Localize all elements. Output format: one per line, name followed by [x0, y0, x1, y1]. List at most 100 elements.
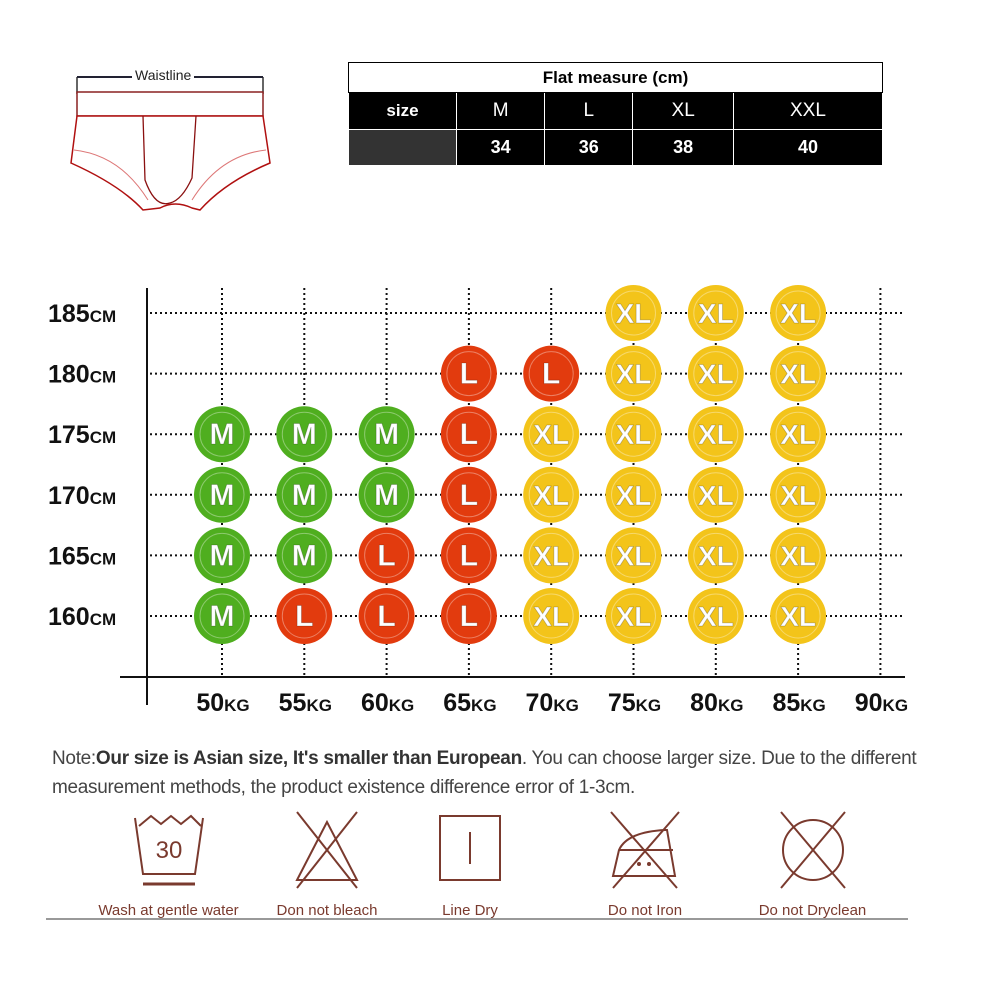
note-bold: Our size is Asian size, It's smaller tha…: [95, 748, 522, 769]
size-marker-m: [276, 466, 333, 523]
flat-measure-table: Flat measure (cm) size M L XL XXL 34 36 …: [348, 62, 884, 166]
size-marker-label: XL: [533, 480, 569, 511]
size-marker-label: XL: [533, 419, 569, 450]
size-marker-label: XL: [616, 540, 652, 571]
y-tick-label: 165CM: [48, 542, 116, 570]
measure-cell: 40: [732, 129, 884, 166]
size-marker-xl: [605, 345, 662, 402]
size-marker-label: XL: [698, 480, 734, 511]
size-marker-ring: [611, 411, 656, 457]
size-marker-label: M: [210, 600, 235, 633]
size-marker-l: [440, 406, 497, 463]
x-tick-label: 75KG: [608, 689, 661, 717]
size-marker-label: XL: [780, 359, 816, 390]
size-marker-ring: [611, 593, 656, 639]
size-marker-xl: [687, 406, 744, 463]
size-marker-ring: [775, 593, 821, 639]
briefs-diagram-icon: [70, 76, 271, 211]
size-marker-xl: [687, 285, 744, 341]
waistline-label: Waistline: [132, 67, 195, 83]
care-label: Wash at gentle water: [98, 902, 239, 919]
size-marker-m: [194, 406, 250, 463]
size-marker-ring: [611, 532, 656, 578]
size-marker-ring: [281, 411, 327, 457]
size-cell: M: [455, 92, 546, 130]
x-tick-label: 80KG: [690, 689, 743, 717]
size-marker-m: [194, 527, 250, 584]
size-marker-label: XL: [780, 540, 816, 571]
size-marker-ring: [446, 411, 492, 457]
size-marker-label: XL: [616, 298, 652, 329]
size-marker-ring: [281, 532, 327, 578]
size-marker-label: XL: [533, 540, 569, 571]
size-marker-ring: [528, 532, 574, 578]
care-label: Don not bleach: [276, 902, 378, 919]
no-dryclean-icon: [779, 811, 846, 889]
size-marker-label: M: [210, 418, 235, 451]
size-marker-label: XL: [780, 298, 816, 329]
size-marker-ring: [775, 290, 821, 336]
x-tick-label: 65KG: [443, 689, 496, 717]
size-marker-xl: [687, 588, 744, 644]
size-marker-label: L: [377, 600, 395, 633]
size-marker-xl: [770, 588, 827, 644]
size-marker-label: XL: [698, 298, 734, 329]
y-tick-label: 170CM: [48, 482, 116, 510]
wash-30-icon: 30: [133, 814, 204, 886]
size-marker-ring: [775, 532, 821, 578]
size-marker-xl: [605, 285, 662, 341]
care-line-dry: Line Dry: [420, 810, 520, 919]
size-marker-l: [440, 588, 497, 644]
size-marker-label: M: [374, 479, 399, 512]
size-marker-ring: [199, 472, 245, 518]
blank-cell: [348, 129, 457, 166]
size-marker-m: [194, 588, 250, 644]
size-marker-m: [358, 466, 415, 523]
y-tick-label: 160CM: [48, 603, 116, 631]
size-marker-ring: [693, 290, 739, 336]
size-marker-label: XL: [780, 480, 816, 511]
size-marker-ring: [611, 351, 656, 397]
size-marker-ring: [446, 532, 492, 578]
size-marker-ring: [446, 472, 492, 518]
size-marker-label: L: [460, 358, 478, 391]
care-wash: 30 Wash at gentle water: [86, 810, 251, 919]
x-tick-label: 50KG: [196, 689, 249, 717]
size-marker-m: [276, 527, 333, 584]
care-bleach: Don not bleach: [262, 810, 392, 919]
size-marker-label: XL: [780, 601, 816, 632]
size-marker-xl: [605, 466, 662, 523]
size-marker-ring: [528, 472, 574, 518]
measure-cell: 34: [455, 129, 546, 166]
size-marker-ring: [611, 472, 656, 518]
care-label: Do not Iron: [607, 902, 683, 919]
size-marker-ring: [775, 411, 821, 457]
size-marker-xl: [687, 345, 744, 402]
no-bleach-icon: [295, 811, 359, 889]
size-marker-label: M: [292, 418, 317, 451]
size-marker-label: M: [374, 418, 399, 451]
size-marker-xl: [770, 406, 827, 463]
size-marker-xl: [523, 527, 580, 584]
size-marker-ring: [281, 472, 327, 518]
size-marker-ring: [693, 593, 739, 639]
size-marker-xl: [770, 527, 827, 584]
size-marker-xl: [687, 527, 744, 584]
size-marker-xl: [523, 588, 580, 644]
size-cell: L: [544, 92, 634, 130]
size-marker-ring: [611, 290, 656, 336]
size-marker-label: XL: [698, 601, 734, 632]
size-marker-xl: [770, 285, 827, 341]
size-marker-label: M: [292, 479, 317, 512]
size-marker-ring: [775, 472, 821, 518]
size-marker-xl: [687, 466, 744, 523]
y-tick-label: 175CM: [48, 421, 116, 449]
size-marker-ring: [446, 593, 492, 639]
size-marker-label: XL: [780, 419, 816, 450]
size-cell: XL: [632, 92, 734, 130]
care-iron: Do not Iron: [595, 810, 695, 919]
care-label: Line Dry: [442, 902, 498, 919]
x-tick-label: 55KG: [279, 689, 332, 717]
size-marker-ring: [446, 351, 492, 397]
